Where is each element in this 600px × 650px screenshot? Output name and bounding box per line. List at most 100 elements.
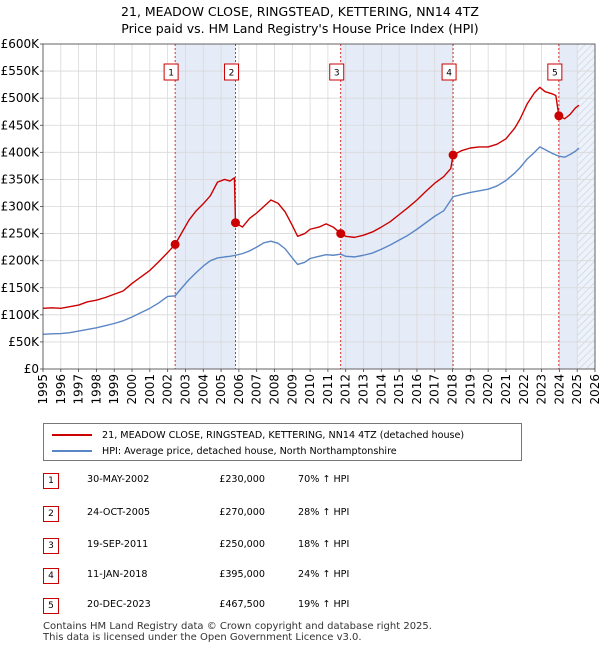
sale-marker-box — [163, 63, 179, 81]
sale-marker: 5 — [547, 63, 563, 81]
sale-marker-box — [441, 63, 457, 81]
y-tick-label: £300K — [1, 200, 41, 214]
table-row: 4 11-JAN-2018 £395,000 24% ↑ HPI — [43, 568, 383, 584]
x-tick-label: 2000 — [125, 374, 139, 405]
x-tick-label: 1996 — [54, 374, 68, 405]
table-row: 2 24-OCT-2005 £270,000 28% ↑ HPI — [43, 506, 383, 522]
transaction-number-badge: 4 — [43, 568, 59, 584]
transaction-hpi-change: 70% ↑ HPI — [298, 474, 350, 485]
footer-attribution: Contains HM Land Registry data © Crown c… — [43, 621, 432, 643]
transaction-price: £250,000 — [219, 539, 265, 550]
footer-line2: This data is licensed under the Open Gov… — [43, 632, 362, 643]
x-tick-label: 2022 — [517, 374, 531, 405]
x-tick-label: 2026 — [588, 374, 600, 405]
price-chart: 1 2 3 4 5 £0 £50K £100K £150K £200K £250K £300K £35… — [1, 37, 600, 405]
series-line-hpi — [42, 146, 580, 336]
x-tick-label: 2018 — [446, 374, 460, 405]
sale-marker-label: 4 — [446, 69, 452, 79]
y-tick-label: £0 — [24, 362, 39, 376]
series-line-property — [42, 86, 580, 310]
x-tick-label: 2019 — [463, 374, 477, 405]
y-tick-label: £400K — [1, 145, 41, 159]
y-tick-label: £450K — [1, 118, 41, 132]
chart-title-line1: 21, MEADOW CLOSE, RINGSTEAD, KETTERING, … — [121, 4, 479, 19]
y-tick-label: £100K — [1, 308, 41, 322]
y-tick-label: £600K — [1, 37, 41, 51]
x-tick-label: 1995 — [36, 374, 50, 405]
legend-label-hpi: HPI: Average price, detached house, Nort… — [102, 445, 397, 457]
x-tick-label: 2025 — [570, 374, 584, 405]
x-tick-label: 2020 — [481, 374, 495, 405]
table-row: 3 19-SEP-2011 £250,000 18% ↑ HPI — [43, 538, 383, 554]
sale-point — [230, 218, 240, 228]
x-tick-label: 2006 — [232, 374, 246, 405]
sale-marker-label: 3 — [334, 69, 340, 79]
sale-marker-label: 5 — [552, 69, 558, 79]
sale-marker-box — [329, 63, 345, 81]
sale-point — [170, 239, 180, 249]
sale-marker: 4 — [441, 63, 457, 81]
x-tick-label: 2017 — [428, 374, 442, 405]
transaction-number-badge: 2 — [43, 506, 59, 522]
x-tick-label: 2008 — [267, 374, 281, 405]
x-tick-label: 2009 — [285, 374, 299, 405]
sale-marker-label: 2 — [229, 69, 235, 79]
x-tick-label: 2002 — [161, 374, 175, 405]
y-tick-label: £50K — [8, 335, 40, 349]
x-tick-label: 2004 — [196, 374, 210, 405]
x-tick-label: 2010 — [303, 374, 317, 405]
legend-label-property: 21, MEADOW CLOSE, RINGSTEAD, KETTERING, … — [102, 429, 465, 441]
transaction-date: 11-JAN-2018 — [87, 569, 148, 580]
transaction-date: 20-DEC-2023 — [87, 599, 151, 610]
y-tick-label: £250K — [1, 227, 41, 241]
sale-marker: 3 — [329, 63, 345, 81]
y-tick-label: £500K — [1, 91, 41, 105]
x-tick-label: 2005 — [214, 374, 228, 405]
x-tick-label: 1997 — [72, 374, 86, 405]
transaction-hpi-change: 28% ↑ HPI — [298, 507, 350, 518]
transaction-number-badge: 1 — [43, 473, 59, 489]
transaction-number-badge: 5 — [43, 598, 59, 614]
transaction-hpi-change: 24% ↑ HPI — [298, 569, 350, 580]
x-tick-label: 2016 — [410, 374, 424, 405]
transaction-date: 19-SEP-2011 — [87, 539, 149, 550]
transaction-hpi-change: 19% ↑ HPI — [298, 599, 350, 610]
x-tick-label: 2012 — [339, 374, 353, 405]
sale-marker: 1 — [163, 63, 179, 81]
x-tick-label: 2014 — [374, 374, 388, 405]
x-tick-label: 2023 — [535, 374, 549, 405]
transaction-price: £230,000 — [219, 474, 265, 485]
transaction-price: £467,500 — [219, 599, 265, 610]
sale-marker-label: 1 — [168, 69, 174, 79]
table-row: 1 30-MAY-2002 £230,000 70% ↑ HPI — [43, 473, 383, 489]
x-tick-label: 2003 — [178, 374, 192, 405]
footer-line1: Contains HM Land Registry data © Crown c… — [43, 621, 432, 632]
sale-marker: 2 — [223, 63, 239, 81]
x-tick-label: 1998 — [89, 374, 103, 405]
chart-title: 21, MEADOW CLOSE, RINGSTEAD, KETTERING, … — [0, 3, 600, 37]
legend-item-property: 21, MEADOW CLOSE, RINGSTEAD, KETTERING, … — [52, 427, 464, 443]
transaction-date: 24-OCT-2005 — [87, 507, 151, 518]
legend-swatch-property — [52, 434, 92, 436]
x-tick-label: 2011 — [321, 374, 335, 405]
x-tick-label: 2021 — [499, 374, 513, 405]
transaction-date: 30-MAY-2002 — [87, 474, 150, 485]
y-tick-label: £200K — [1, 254, 41, 268]
legend-swatch-hpi — [52, 450, 92, 452]
transaction-price: £395,000 — [219, 569, 265, 580]
chart-title-line2: Price paid vs. HM Land Registry's House … — [121, 21, 479, 36]
x-tick-label: 2013 — [357, 374, 371, 405]
y-tick-label: £350K — [1, 172, 41, 186]
transaction-price: £270,000 — [219, 507, 265, 518]
sale-marker-box — [547, 63, 563, 81]
x-tick-label: 1999 — [107, 374, 121, 405]
sale-point — [448, 150, 458, 160]
legend-item-hpi: HPI: Average price, detached house, Nort… — [52, 443, 397, 459]
x-tick-label: 2015 — [392, 374, 406, 405]
x-tick-label: 2007 — [250, 374, 264, 405]
y-tick-label: £550K — [1, 64, 41, 78]
sale-point — [336, 229, 346, 239]
x-tick-label: 2024 — [552, 374, 566, 405]
x-tick-label: 2001 — [143, 374, 157, 405]
transaction-hpi-change: 18% ↑ HPI — [298, 539, 350, 550]
